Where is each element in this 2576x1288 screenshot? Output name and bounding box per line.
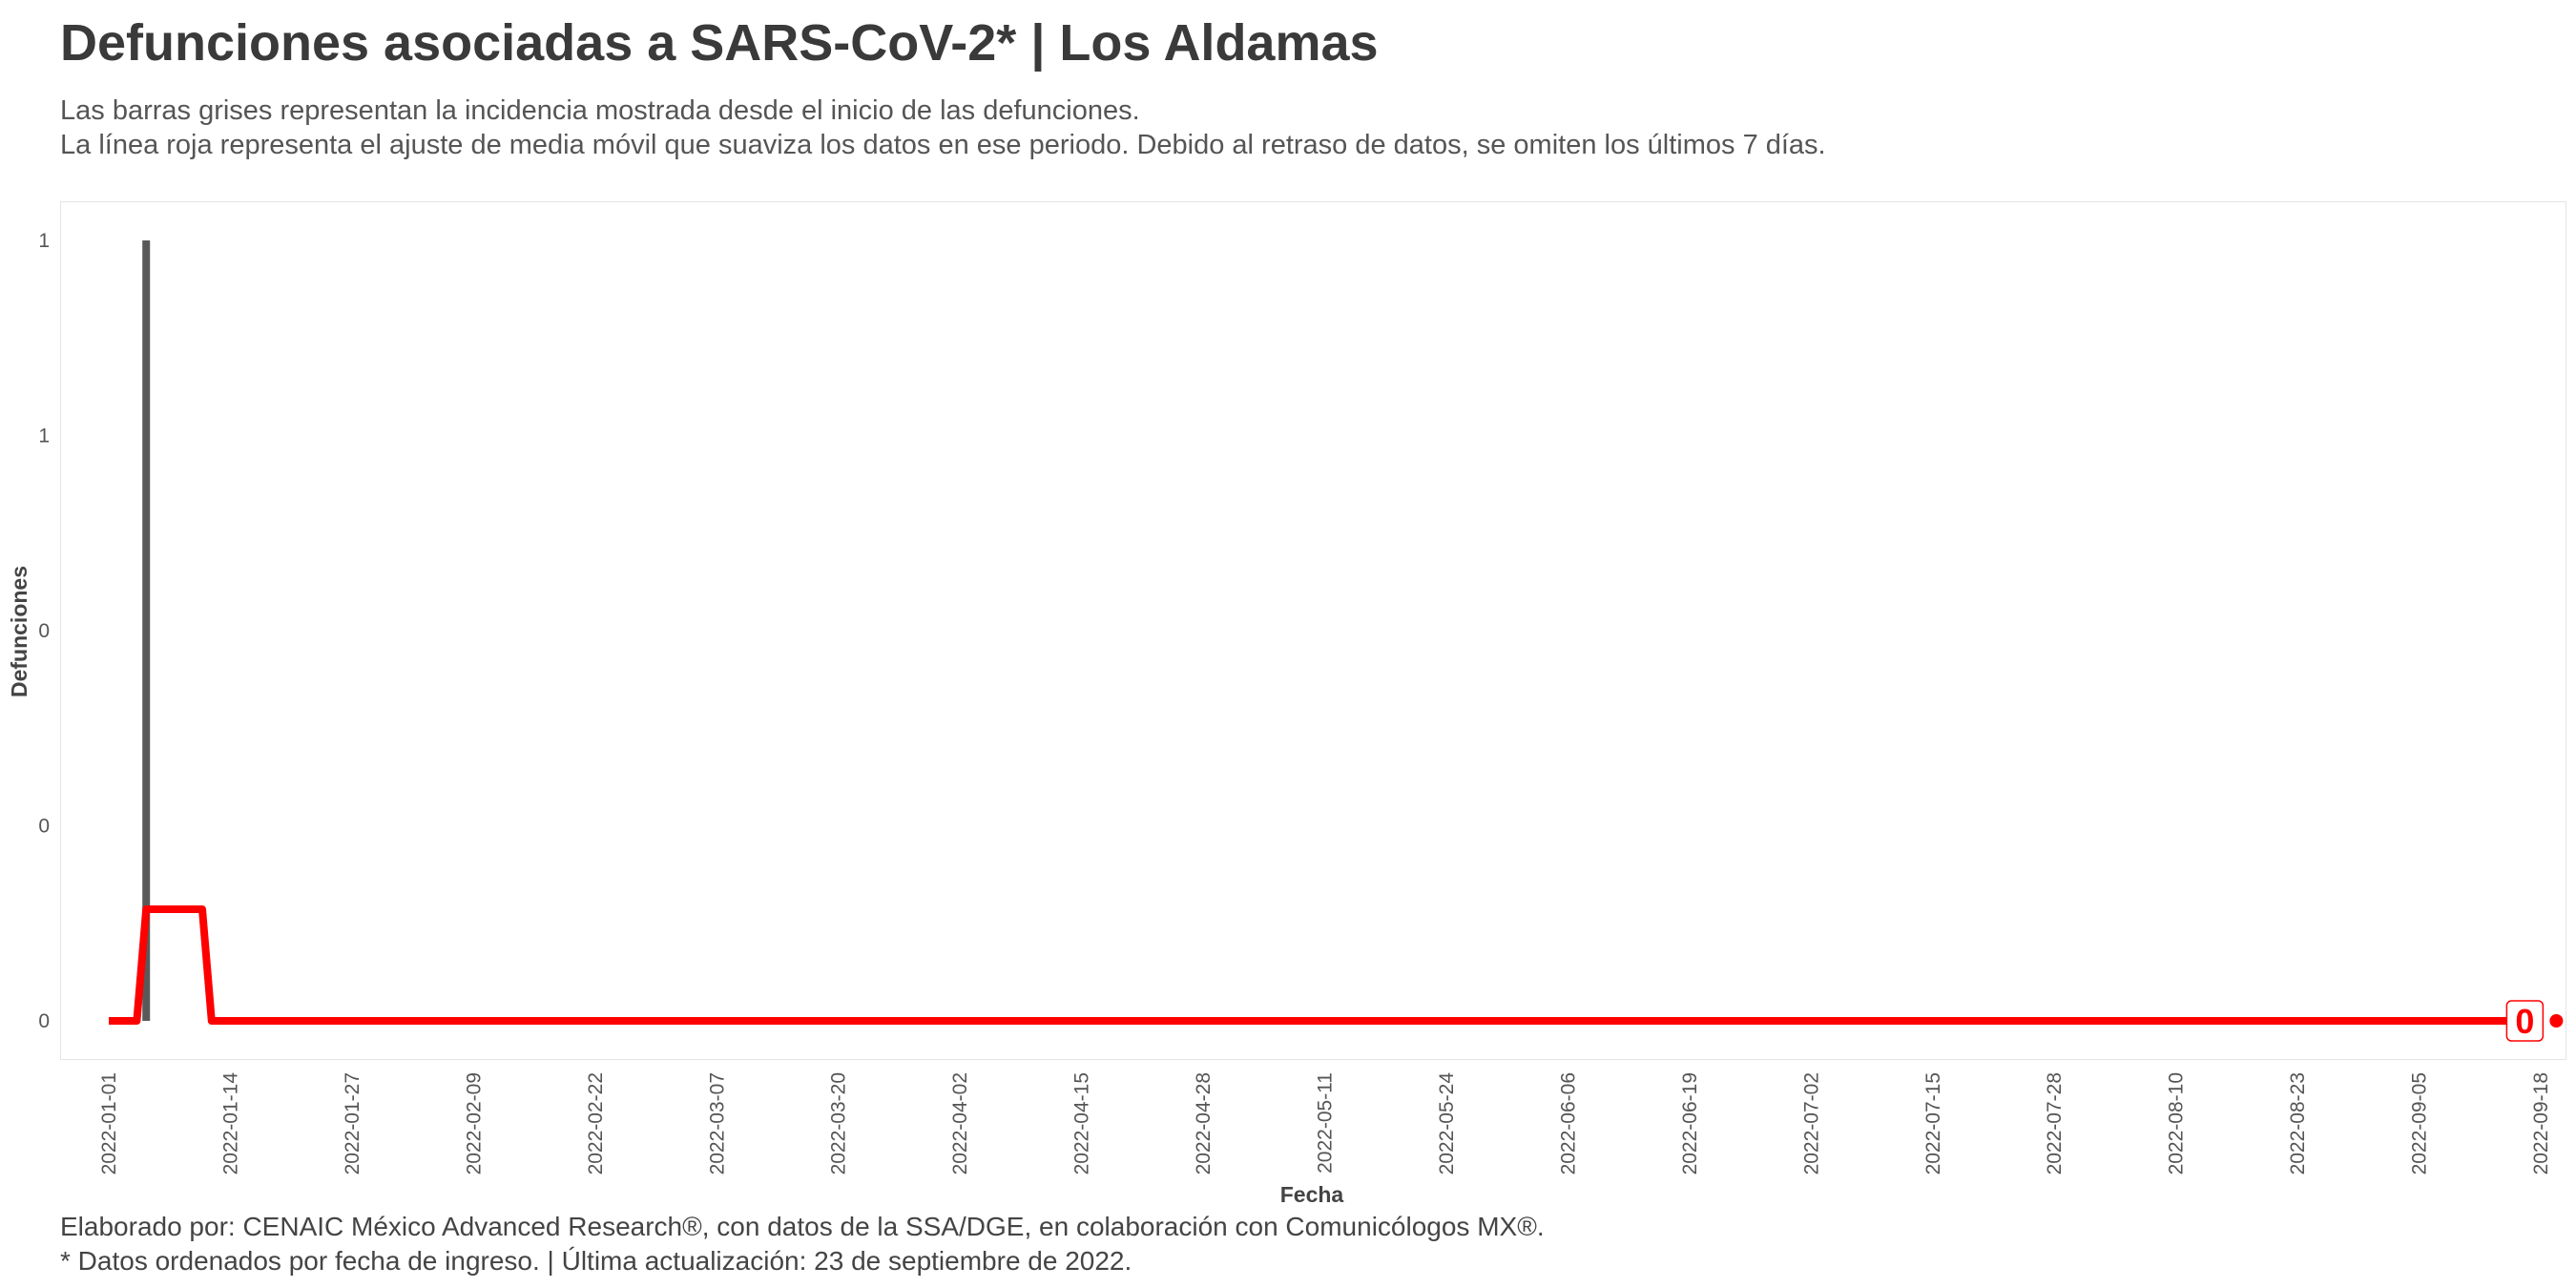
x-tick-label: 2022-02-22	[585, 1072, 607, 1174]
subtitle-line-1: Las barras grises representan la inciden…	[60, 95, 1140, 126]
end-label-layer: 0	[2505, 1000, 2564, 1042]
x-tick-label: 2022-03-20	[828, 1072, 850, 1174]
x-tick-label: 2022-08-10	[2166, 1072, 2188, 1174]
end-point	[2549, 1014, 2564, 1028]
line-layer	[109, 905, 2523, 1025]
y-tick-label: 1	[38, 230, 50, 252]
caption: Elaborado por: CENAIC México Advanced Re…	[60, 1210, 1545, 1278]
x-tick-label: 2022-05-24	[1436, 1072, 1458, 1175]
y-tick-label: 0	[38, 1010, 50, 1032]
x-tick-label: 2022-07-15	[1922, 1072, 1944, 1174]
x-tick-label: 2022-05-11	[1315, 1072, 1337, 1174]
caption-line-1: Elaborado por: CENAIC México Advanced Re…	[60, 1212, 1545, 1241]
x-tick-label: 2022-06-06	[1557, 1072, 1579, 1174]
bars-layer	[142, 240, 151, 1021]
end-label: 0	[2515, 1002, 2534, 1041]
x-axis-ticks: 2022-01-01 2022-01-14 2022-01-27 2022-02-09…	[98, 1072, 2552, 1175]
x-tick-label: 2022-08-23	[2287, 1072, 2309, 1174]
x-tick-label: 2022-04-28	[1193, 1072, 1215, 1174]
y-tick-label: 0	[38, 620, 50, 642]
plot-panel	[60, 201, 2566, 1060]
y-tick-label: 0	[38, 816, 50, 838]
x-tick-label: 2022-03-07	[706, 1072, 728, 1174]
y-axis-title: Defunciones	[7, 566, 31, 697]
x-tick-label: 2022-01-01	[98, 1072, 120, 1174]
chart-subtitle: Las barras grises representan la inciden…	[60, 93, 1826, 162]
x-axis-title: Fecha	[1280, 1182, 1344, 1207]
subtitle-line-2: La línea roja representa el ajuste de me…	[60, 130, 1826, 160]
x-tick-label: 2022-07-02	[1800, 1072, 1822, 1174]
x-tick-label: 2022-07-28	[2044, 1072, 2066, 1174]
chart-title: Defunciones asociadas a SARS-CoV-2* | Lo…	[60, 14, 1379, 72]
end-label-box	[2505, 1000, 2545, 1042]
x-tick-label: 2022-02-09	[463, 1072, 485, 1174]
x-tick-label: 2022-09-05	[2409, 1072, 2431, 1174]
x-tick-label: 2022-04-02	[949, 1072, 971, 1174]
bar	[142, 240, 151, 1021]
y-tick-label: 1	[38, 426, 50, 447]
x-tick-label: 2022-01-14	[219, 1072, 241, 1175]
moving-average-line	[109, 905, 2523, 1025]
caption-line-2: * Datos ordenados por fecha de ingreso. …	[60, 1246, 1132, 1276]
x-tick-label: 2022-04-15	[1071, 1072, 1093, 1174]
x-tick-label: 2022-06-19	[1679, 1072, 1701, 1174]
x-tick-label: 2022-01-27	[342, 1072, 364, 1174]
y-axis-ticks: 0 0 0 1 1	[38, 230, 50, 1032]
x-tick-label: 2022-09-18	[2530, 1072, 2552, 1174]
